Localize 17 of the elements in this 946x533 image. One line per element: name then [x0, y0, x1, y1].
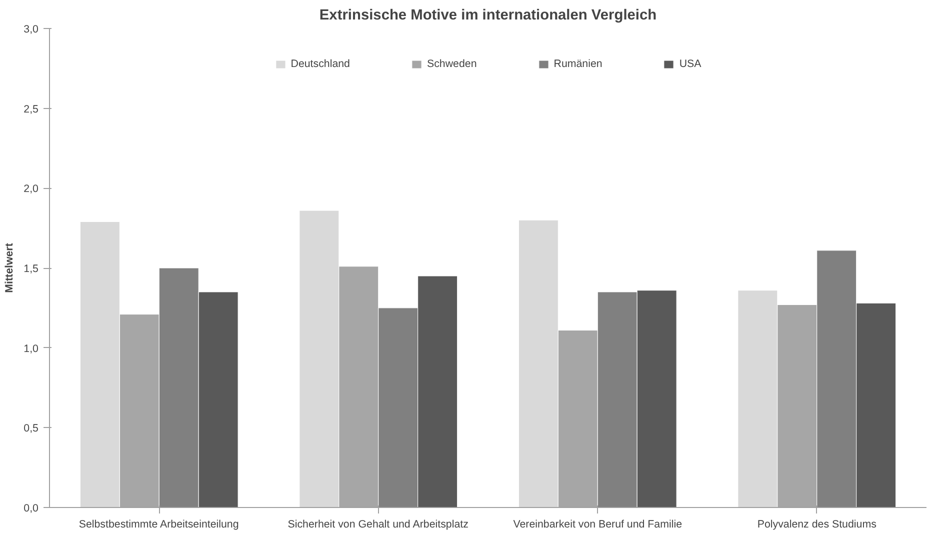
- x-tick-label: Sicherheit von Gehalt und Arbeitsplatz: [288, 518, 468, 530]
- chart-title: Extrinsische Motive im internationalen Vergleich: [319, 8, 657, 24]
- y-tick-label: 3,0: [24, 24, 39, 36]
- y-tick-label: 1,0: [24, 342, 39, 355]
- x-tick-label: Polyvalenz des Studiums: [757, 518, 876, 530]
- y-tick-label: 2,5: [24, 103, 39, 116]
- legend-label: Schweden: [426, 58, 477, 70]
- y-tick-label: 0,5: [24, 422, 39, 435]
- legend-label: Deutschland: [290, 58, 350, 70]
- legend-label: Rumänien: [554, 58, 602, 70]
- y-tick-label: 1,5: [24, 263, 39, 275]
- x-tick-label: Vereinbarkeit von Beruf und Familie: [513, 518, 682, 530]
- legend-label: USA: [679, 58, 702, 70]
- x-tick-label: Selbstbestimmte Arbeitseinteilung: [78, 518, 239, 530]
- y-tick-label: 0,0: [24, 502, 39, 514]
- y-tick-label: 2,0: [24, 183, 39, 196]
- y-axis-title: Mittelwert: [4, 242, 16, 293]
